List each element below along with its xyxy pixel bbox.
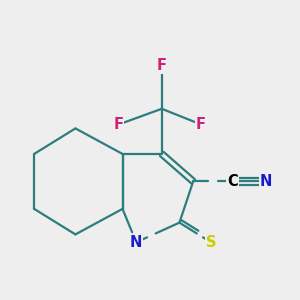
Text: S: S <box>206 235 216 250</box>
Text: N: N <box>260 174 272 189</box>
Text: F: F <box>196 117 206 132</box>
Text: N: N <box>130 235 142 250</box>
Text: F: F <box>157 58 167 73</box>
Text: C: C <box>227 174 238 189</box>
Text: F: F <box>114 117 124 132</box>
